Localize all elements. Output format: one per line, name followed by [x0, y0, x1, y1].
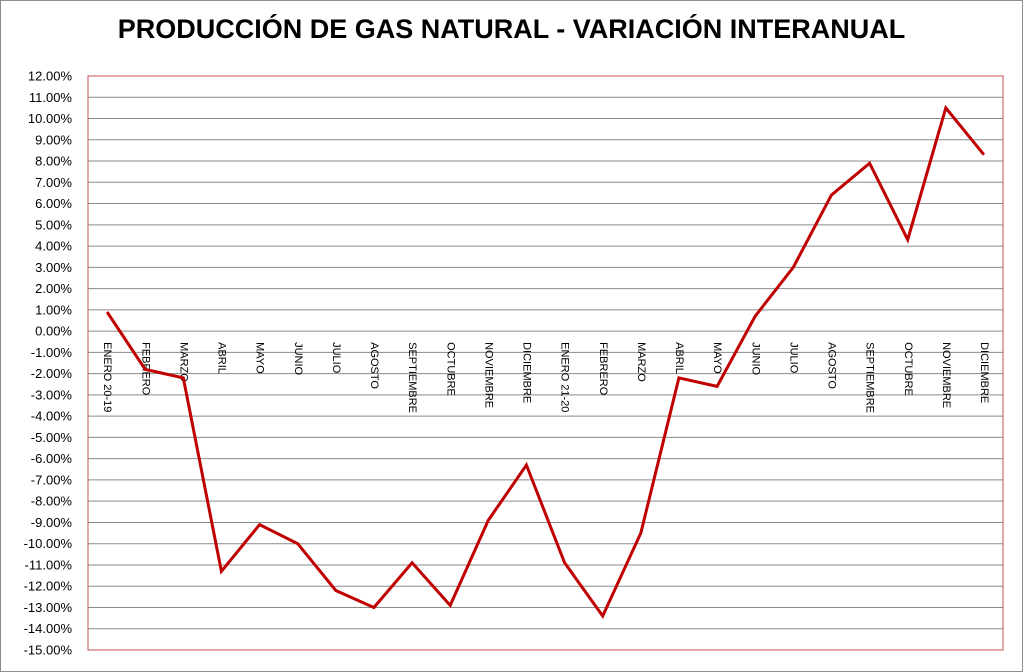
x-tick-label: ENERO 21-20 — [559, 342, 571, 412]
x-tick-label: AGOSTO — [826, 342, 838, 389]
x-tick-label: ABRIL — [673, 342, 685, 374]
y-tick-label: -5.00% — [31, 430, 73, 445]
y-tick-label: 2.00% — [35, 281, 72, 296]
y-axis-ticks: 12.00% 11.00% 10.00% 9.00% 8.00% 7.00% 6.00% 5.… — [24, 69, 73, 658]
x-tick-label: SEPTIEMBRE — [864, 342, 876, 413]
y-tick-label: 7.00% — [35, 175, 72, 190]
y-tick-label: -1.00% — [31, 345, 73, 360]
x-tick-label: DICIEMBRE — [978, 342, 990, 403]
y-tick-label: 3.00% — [35, 260, 72, 275]
y-tick-label: -12.00% — [24, 579, 73, 594]
y-tick-label: -6.00% — [31, 451, 73, 466]
y-tick-label: -4.00% — [31, 409, 73, 424]
y-tick-label: 4.00% — [35, 239, 72, 254]
y-tick-label: -2.00% — [31, 366, 73, 381]
y-tick-label: 11.00% — [29, 90, 73, 105]
y-tick-label: -3.00% — [31, 387, 73, 402]
grid-layer — [87, 75, 1004, 651]
x-axis-ticks: ENERO 20-19 FEBRERO MARZO ABRIL MAYO JUNIO JUL… — [101, 342, 990, 413]
x-tick-label: OCTUBRE — [902, 342, 914, 396]
y-tick-label: 10.00% — [28, 111, 73, 126]
x-tick-label: ENERO 20-19 — [101, 342, 113, 412]
x-tick-label: NOVIEMBRE — [482, 342, 494, 408]
x-tick-label: DICIEMBRE — [521, 342, 533, 403]
y-tick-label: -13.00% — [24, 600, 73, 615]
x-tick-label: OCTUBRE — [444, 342, 456, 396]
y-tick-label: 0.00% — [35, 324, 72, 339]
series-line — [105, 104, 986, 619]
x-tick-label: MAYO — [254, 342, 266, 374]
x-tick-label: JUNIO — [749, 342, 761, 375]
x-tick-label: NOVIEMBRE — [940, 342, 952, 408]
y-tick-label: -11.00% — [25, 557, 73, 572]
series-layer — [105, 104, 986, 619]
y-tick-label: -10.00% — [24, 536, 73, 551]
x-tick-label: SEPTIEMBRE — [406, 342, 418, 413]
x-tick-label: MAYO — [711, 342, 723, 374]
x-tick-label: MARZO — [635, 342, 647, 382]
y-tick-label: -7.00% — [31, 472, 73, 487]
y-tick-label: 6.00% — [35, 196, 72, 211]
y-tick-label: 12.00% — [28, 69, 73, 84]
x-tick-label: ABRIL — [216, 342, 228, 374]
y-tick-label: 5.00% — [35, 217, 72, 232]
y-tick-label: 8.00% — [35, 154, 72, 169]
chart-title: PRODUCCIÓN DE GAS NATURAL - VARIACIÓN IN… — [117, 14, 906, 44]
x-tick-label: FEBRERO — [597, 342, 609, 396]
y-tick-label: -14.00% — [24, 621, 73, 636]
x-tick-label: AGOSTO — [368, 342, 380, 389]
x-tick-label: MARZO — [177, 342, 189, 382]
y-tick-label: 9.00% — [35, 132, 72, 147]
x-tick-label: JULIO — [787, 342, 799, 374]
y-tick-label: -8.00% — [31, 494, 73, 509]
y-tick-label: -9.00% — [31, 515, 73, 530]
y-tick-label: 1.00% — [35, 302, 72, 317]
y-tick-label: -15.00% — [24, 643, 73, 658]
x-tick-label: JULIO — [330, 342, 342, 374]
plot-area-border — [87, 75, 1004, 651]
x-tick-label: JUNIO — [292, 342, 304, 375]
